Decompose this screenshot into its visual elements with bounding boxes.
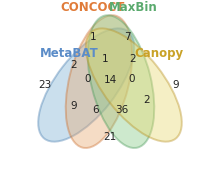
Text: 36: 36 bbox=[116, 105, 129, 115]
Text: 7: 7 bbox=[124, 32, 130, 42]
Text: 6: 6 bbox=[92, 105, 99, 115]
Text: 0: 0 bbox=[85, 74, 91, 84]
Text: 2: 2 bbox=[143, 95, 150, 105]
Text: 23: 23 bbox=[38, 80, 51, 90]
Ellipse shape bbox=[66, 15, 132, 148]
Text: 2: 2 bbox=[129, 54, 136, 64]
Text: 9: 9 bbox=[70, 101, 77, 111]
Text: 2: 2 bbox=[70, 61, 77, 70]
Text: 1: 1 bbox=[90, 32, 96, 42]
Text: 14: 14 bbox=[103, 75, 117, 85]
Ellipse shape bbox=[38, 28, 134, 142]
Ellipse shape bbox=[88, 15, 154, 148]
Text: MaxBin: MaxBin bbox=[109, 1, 157, 14]
Text: MetaBAT: MetaBAT bbox=[39, 47, 98, 60]
Text: 21: 21 bbox=[103, 132, 117, 142]
Text: 1: 1 bbox=[102, 54, 108, 64]
Text: CONCOCT: CONCOCT bbox=[60, 1, 124, 14]
Text: 9: 9 bbox=[172, 80, 179, 90]
Text: 0: 0 bbox=[129, 74, 135, 84]
Text: Canopy: Canopy bbox=[135, 47, 184, 60]
Ellipse shape bbox=[86, 28, 182, 142]
